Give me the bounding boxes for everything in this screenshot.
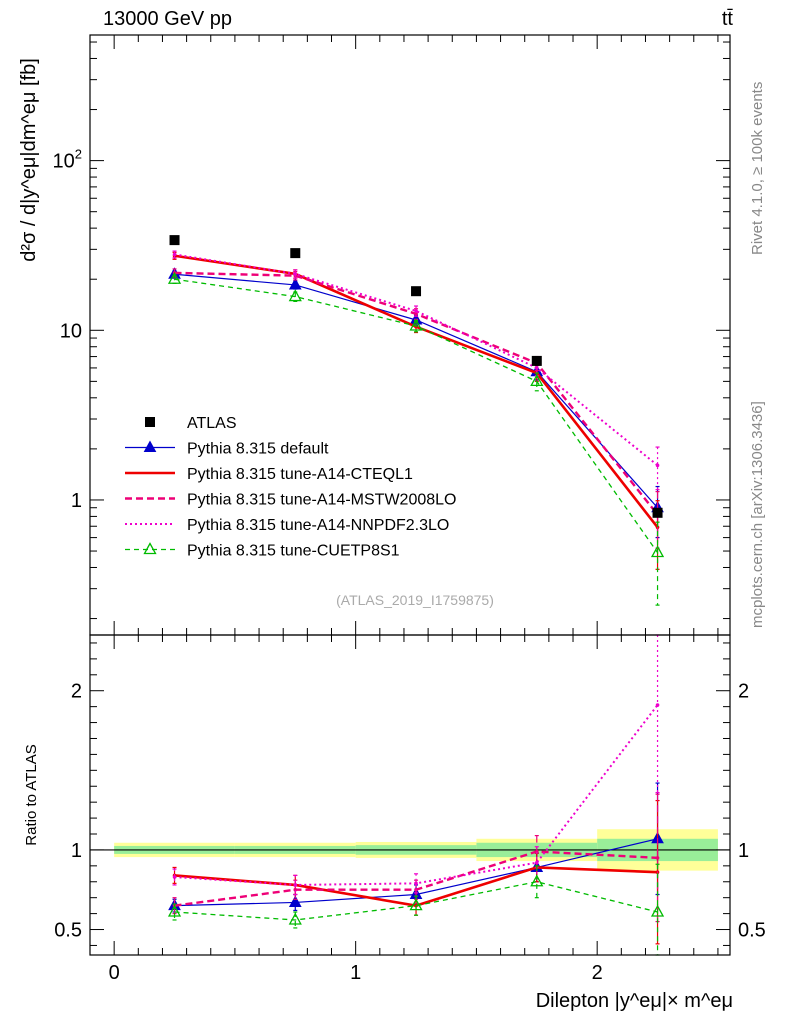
series-marker xyxy=(167,904,182,917)
mcplots-label: mcplots.cern.ch [arXiv:1306.3436] xyxy=(749,401,766,628)
ratio-frame xyxy=(89,634,731,956)
data-marker xyxy=(652,507,663,518)
series-marker xyxy=(288,277,302,290)
series-point xyxy=(293,887,298,892)
legend: ATLAS Pythia 8.315 default Pythia 8.315 tu… xyxy=(125,415,456,560)
rivet-version-label: Rivet 4.1.0, ≥ 100k events xyxy=(749,82,766,255)
series-marker xyxy=(167,271,182,284)
ratio-y-axis-label: Ratio to ATLAS xyxy=(23,744,40,845)
series-line xyxy=(174,254,659,529)
data-marker xyxy=(290,248,301,259)
series-point xyxy=(655,703,660,707)
ratio-panel: 0.5 0.5 1 1 2 2 0 1 2 Ratio to ATLAS Dilepton |y… xyxy=(23,634,766,1012)
legend-label: Pythia 8.315 tune-CUETP8S1 xyxy=(187,543,400,560)
data-marker xyxy=(169,235,180,246)
series-point xyxy=(172,875,177,879)
main-series-layer xyxy=(167,235,665,606)
series-marker xyxy=(409,898,423,911)
series-line xyxy=(174,253,659,467)
legend-label: ATLAS xyxy=(187,415,237,432)
series-point xyxy=(655,856,660,860)
data-marker xyxy=(531,355,542,366)
legend-item: Pythia 8.315 default xyxy=(125,440,329,458)
legend-swatch xyxy=(145,417,155,427)
legend-item: Pythia 8.315 tune-A14-NNPDF2.3LO xyxy=(125,517,449,534)
series-pythia-8-315-tune-a14-cteql1 xyxy=(172,799,660,945)
legend-label: Pythia 8.315 tune-A14-NNPDF2.3LO xyxy=(187,517,449,534)
legend-item: Pythia 8.315 tune-CUETP8S1 xyxy=(125,542,400,560)
ratio-y-tick-label-right: 1 xyxy=(738,840,749,862)
series-line xyxy=(174,881,658,921)
series-line xyxy=(174,278,659,553)
ratio-bands xyxy=(90,829,730,871)
series-marker xyxy=(409,318,423,331)
series-marker xyxy=(530,874,544,887)
series-point xyxy=(414,309,418,313)
series-marker xyxy=(143,542,157,555)
main-y-axis-label: d²σ / d|y^eμ|dm^eμ [fb] xyxy=(18,58,40,262)
series-marker xyxy=(650,545,665,558)
ratio-y-tick-label: 0.5 xyxy=(54,920,82,942)
series-pythia-8-315-tune-a14-nnpdf2-3lo xyxy=(172,250,660,491)
legend-item: Pythia 8.315 tune-A14-CTEQL1 xyxy=(125,466,413,483)
series-point xyxy=(655,463,660,468)
process-label: tt̄ xyxy=(722,8,734,30)
ratio-y-tick-label: 2 xyxy=(71,681,82,703)
main-panel: 1 10 102 d²σ / d|y^eμ|dm^eμ [fb] (ATLAS_20… xyxy=(18,34,731,636)
ratio-axis-ticks: 0.5 0.5 1 1 2 2 0 1 2 xyxy=(54,635,766,984)
series-marker xyxy=(288,895,302,907)
legend-label: Pythia 8.315 default xyxy=(187,441,329,458)
series-marker xyxy=(288,912,302,925)
series-point xyxy=(534,849,539,854)
analysis-id-label: (ATLAS_2019_I1759875) xyxy=(336,592,494,608)
legend-label: Pythia 8.315 tune-A14-CTEQL1 xyxy=(187,466,413,483)
energy-label: 13000 GeV pp xyxy=(103,8,232,30)
series-pythia-8-315-tune-cuetp8s1 xyxy=(167,863,665,956)
main-y-tick-label: 102 xyxy=(53,147,82,173)
main-axis-ticks: 1 10 102 xyxy=(53,35,730,635)
x-tick-label: 1 xyxy=(350,962,361,984)
series-marker xyxy=(530,374,544,387)
series-point xyxy=(414,312,418,316)
x-tick-label: 0 xyxy=(109,962,120,984)
main-y-tick-label: 10 xyxy=(60,320,82,342)
series-pythia-8-315-tune-a14-nnpdf2-3lo xyxy=(172,634,660,896)
ratio-y-tick-label-right: 2 xyxy=(738,681,749,703)
x-axis-label: Dilepton |y^eμ|× m^eμ xyxy=(536,990,733,1012)
legend-item: Pythia 8.315 tune-A14-MSTW2008LO xyxy=(125,492,456,509)
series-marker xyxy=(288,289,302,302)
x-tick-label: 2 xyxy=(592,962,603,984)
ratio-y-tick-label: 1 xyxy=(71,840,82,862)
legend-item: ATLAS xyxy=(145,415,237,432)
series-atlas xyxy=(169,235,663,518)
legend-label: Pythia 8.315 tune-A14-MSTW2008LO xyxy=(187,492,456,509)
series-point xyxy=(293,883,298,887)
series-point xyxy=(293,272,298,276)
main-frame xyxy=(89,34,731,636)
ratio-series-layer xyxy=(167,634,665,956)
series-point xyxy=(414,881,418,886)
series-marker xyxy=(650,904,665,917)
ratio-y-tick-label-right: 0.5 xyxy=(738,920,766,942)
main-y-tick-label: 1 xyxy=(71,490,82,512)
series-marker xyxy=(143,440,157,452)
series-point xyxy=(534,366,539,370)
series-point xyxy=(534,860,539,865)
data-marker xyxy=(411,286,422,297)
series-point xyxy=(172,252,177,257)
series-pythia-8-315-tune-cuetp8s1 xyxy=(167,271,665,606)
